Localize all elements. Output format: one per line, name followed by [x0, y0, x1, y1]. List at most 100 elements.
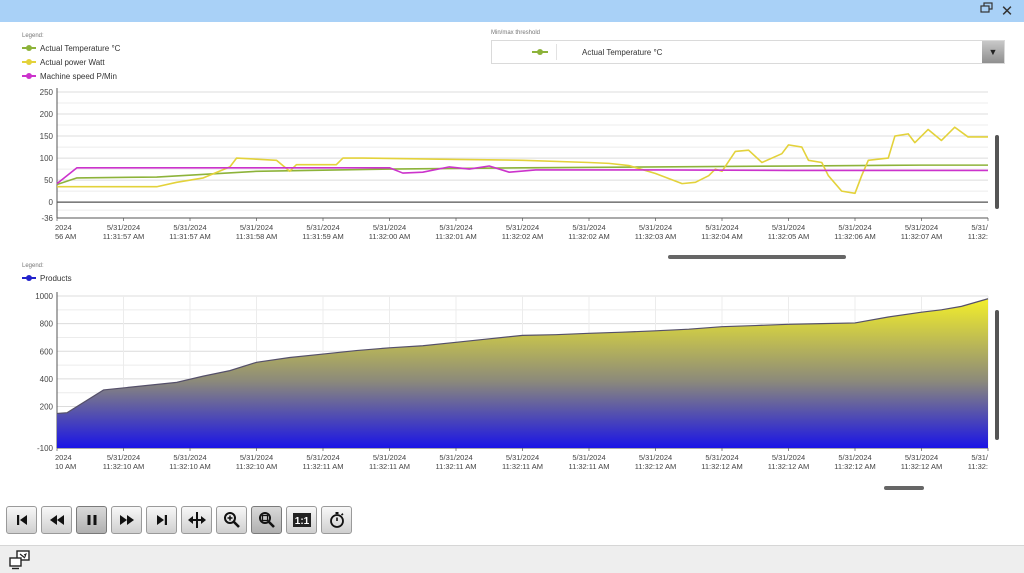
x-tick-date: 5/31/2024 [173, 223, 206, 232]
x-tick-date: 5/31/2024 [107, 453, 140, 462]
x-tick-date: 5/31/2024 [107, 223, 140, 232]
legend-item-machine-speed[interactable]: Machine speed P/Min [22, 69, 120, 83]
legend-swatch-icon [22, 43, 36, 53]
x-tick-time: 11:32:12 AM [768, 462, 810, 471]
x-tick-time: 11:32:12 AM [701, 462, 743, 471]
x-tick-date: 5/31/2024 [639, 453, 672, 462]
x-tick-date: 5/31/2024 [173, 453, 206, 462]
legend-item-temperature[interactable]: Actual Temperature °C [22, 41, 120, 55]
y-tick-label: 200 [40, 110, 54, 119]
y-tick-label: 0 [49, 198, 54, 207]
top-chart-vertical-scrollbar[interactable] [995, 135, 999, 209]
x-tick-date: 5/31/2024 [439, 453, 472, 462]
y-tick-label: 800 [40, 320, 54, 329]
x-tick-time: 11:32:10 AM [236, 462, 278, 471]
zoom-area-icon [223, 512, 240, 528]
series-area-products [57, 298, 988, 448]
bottom-chart-horizontal-scrollbar[interactable] [884, 486, 924, 490]
one-to-one-label: 1:1 [294, 516, 309, 527]
x-tick-time: 11:32:11 AM [502, 462, 543, 471]
x-tick-date: 5/31/2024 [506, 223, 539, 232]
step-back-button[interactable] [41, 506, 72, 534]
close-icon[interactable]: ✕ [1000, 2, 1014, 20]
x-tick-date: 5/31/2024 [838, 223, 871, 232]
x-tick-date: 5/31/2024 [905, 223, 938, 232]
x-tick-time: 11:32:10 AM [169, 462, 211, 471]
restore-window-svg [980, 2, 993, 13]
restore-window-icon[interactable] [978, 2, 996, 20]
x-tick-date: 5/31/2024 [838, 453, 871, 462]
x-tick-date: 5/31/2024 [373, 453, 406, 462]
status-bar [0, 545, 1024, 573]
y-tick-label: 400 [40, 375, 54, 384]
legend-label: Products [40, 273, 72, 283]
y-tick-label: 100 [40, 154, 54, 163]
x-tick-time: 11:31:57 AM [169, 232, 211, 241]
x-tick-date: 5/31/2024 [572, 453, 605, 462]
x-tick-time: 11:32: [968, 462, 988, 471]
x-tick-time: 11:32:07 AM [901, 232, 943, 241]
last-button[interactable] [146, 506, 177, 534]
time-select-button[interactable] [321, 506, 352, 534]
x-tick-time: 11:32:12 AM [834, 462, 876, 471]
x-tick-date: 5/31/2024 [905, 453, 938, 462]
bottom-legend: Legend: Products [22, 263, 72, 285]
threshold-caption: Min/max threshold [491, 30, 541, 36]
pause-icon [87, 515, 96, 525]
zoom-area-button[interactable] [216, 506, 247, 534]
first-button[interactable] [6, 506, 37, 534]
top-legend-caption: Legend: [22, 33, 44, 39]
x-tick-time: 11:32:02 AM [568, 232, 610, 241]
threshold-swatch-icon [532, 47, 548, 57]
x-tick-date: 5/31/2024 [240, 453, 273, 462]
x-tick-date: 2024 [55, 453, 72, 462]
series-line-2 [56, 165, 988, 185]
y-tick-label: 1000 [35, 292, 53, 301]
x-tick-time: 11:31:59 AM [302, 232, 344, 241]
x-tick-time: 11:32:06 AM [834, 232, 876, 241]
stopwatch-icon [329, 512, 344, 528]
skip-last-icon [156, 515, 167, 525]
x-tick-date: 5/31/2024 [772, 223, 805, 232]
ruler-button[interactable] [181, 506, 212, 534]
x-tick-time: 11:32: [968, 232, 988, 241]
one-to-one-icon: 1:1 [292, 513, 311, 527]
x-tick-time: 56 AM [55, 232, 76, 241]
x-tick-date: 5/31/2024 [306, 223, 339, 232]
legend-label: Actual Temperature °C [40, 43, 121, 53]
zoom-time-button[interactable] [251, 506, 282, 534]
threshold-dropdown[interactable]: Actual Temperature °C ▼ [491, 40, 1005, 64]
legend-label: Actual power Watt [40, 57, 105, 67]
step-forward-button[interactable] [111, 506, 142, 534]
legend-item-products[interactable]: Products [22, 271, 72, 285]
x-tick-time: 11:32:00 AM [369, 232, 411, 241]
y-tick-label: -100 [37, 444, 54, 453]
x-tick-time: 11:31:57 AM [103, 232, 145, 241]
chevron-down-icon[interactable]: ▼ [982, 41, 1004, 63]
x-tick-time: 11:32:04 AM [701, 232, 743, 241]
legend-item-power[interactable]: Actual power Watt [22, 55, 120, 69]
x-tick-time: 11:32:05 AM [768, 232, 810, 241]
fast-forward-icon [119, 515, 134, 525]
x-tick-date: 5/31/ [971, 223, 989, 232]
x-tick-date: 5/31/2024 [705, 223, 738, 232]
x-tick-date: 5/31/2024 [240, 223, 273, 232]
y-tick-label: 150 [40, 132, 54, 141]
threshold-separator [556, 44, 557, 60]
y-tick-label: 600 [40, 347, 54, 356]
ruler-icon [187, 512, 206, 528]
bottom-chart-vertical-scrollbar[interactable] [995, 310, 999, 440]
original-view-button[interactable]: 1:1 [286, 506, 317, 534]
x-tick-time: 11:32:03 AM [635, 232, 677, 241]
legend-label: Machine speed P/Min [40, 71, 117, 81]
x-tick-date: 5/31/2024 [506, 453, 539, 462]
top-chart-horizontal-scrollbar[interactable] [668, 255, 846, 259]
x-tick-time: 11:32:11 AM [435, 462, 476, 471]
pause-button[interactable] [76, 506, 107, 534]
x-tick-date: 5/31/2024 [639, 223, 672, 232]
x-tick-date: 5/31/2024 [772, 453, 805, 462]
y-tick-label: -36 [41, 214, 53, 223]
connection-status-icon[interactable] [8, 550, 32, 570]
